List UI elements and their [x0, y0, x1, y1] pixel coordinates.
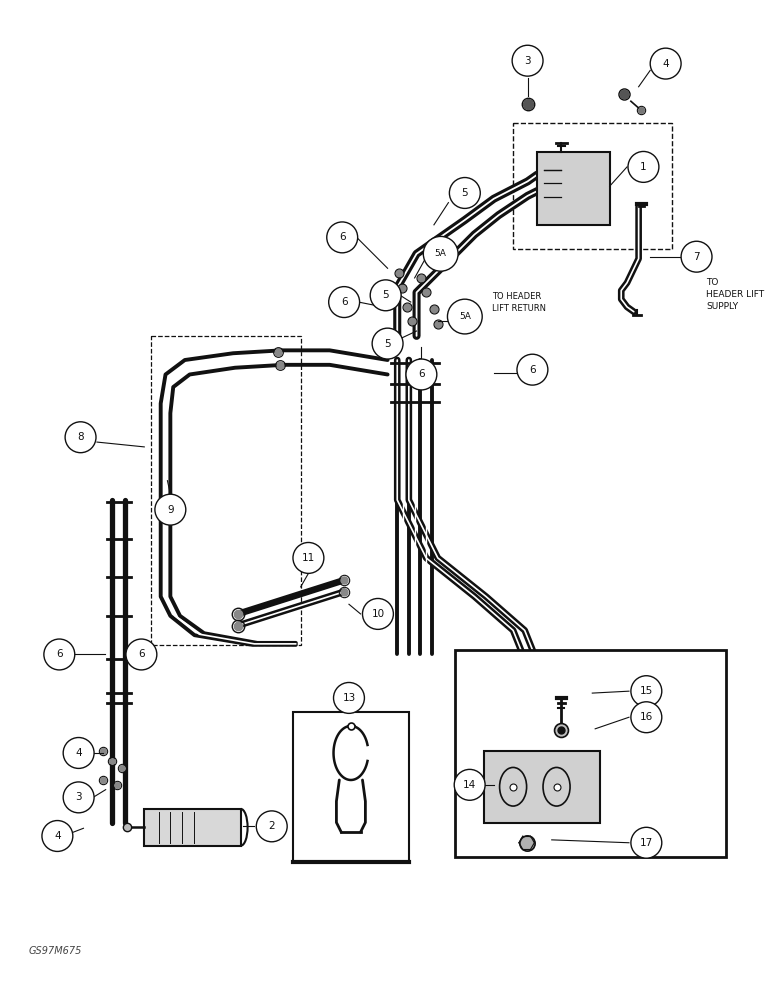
- Bar: [151, 336, 301, 645]
- Circle shape: [406, 359, 437, 390]
- Circle shape: [454, 769, 485, 800]
- Circle shape: [681, 241, 712, 272]
- Circle shape: [631, 702, 662, 733]
- Text: 4: 4: [662, 59, 669, 69]
- Circle shape: [631, 676, 662, 707]
- Text: TO HEADER
LIFT RETURN: TO HEADER LIFT RETURN: [492, 292, 546, 313]
- Text: 6: 6: [529, 365, 536, 375]
- Circle shape: [517, 354, 548, 385]
- Circle shape: [126, 639, 157, 670]
- Text: 4: 4: [54, 831, 61, 841]
- Bar: [293, 712, 409, 862]
- Bar: [455, 650, 726, 857]
- Text: 15: 15: [640, 686, 653, 696]
- Circle shape: [371, 280, 401, 311]
- Circle shape: [327, 222, 357, 253]
- Text: 6: 6: [340, 297, 347, 307]
- Text: 4: 4: [76, 748, 82, 758]
- Bar: [144, 809, 241, 846]
- Circle shape: [423, 236, 458, 271]
- Circle shape: [63, 738, 94, 768]
- Circle shape: [256, 811, 287, 842]
- Circle shape: [631, 827, 662, 858]
- Circle shape: [293, 542, 324, 573]
- Text: 2: 2: [269, 821, 275, 831]
- Text: GS97M675: GS97M675: [29, 946, 82, 956]
- Bar: [513, 123, 672, 249]
- Text: 3: 3: [76, 792, 82, 802]
- Bar: [537, 152, 610, 225]
- Text: 5: 5: [382, 290, 389, 300]
- Text: 10: 10: [371, 609, 384, 619]
- Circle shape: [63, 782, 94, 813]
- Bar: [484, 751, 600, 823]
- Circle shape: [372, 328, 403, 359]
- Circle shape: [449, 178, 480, 208]
- Text: 5A: 5A: [459, 312, 471, 321]
- Text: 3: 3: [524, 56, 531, 66]
- Circle shape: [42, 821, 73, 851]
- Text: TO
HEADER LIFT
SUPPLY: TO HEADER LIFT SUPPLY: [706, 278, 764, 311]
- Text: 13: 13: [342, 693, 356, 703]
- Text: 7: 7: [693, 252, 700, 262]
- Text: 16: 16: [640, 712, 653, 722]
- Circle shape: [650, 48, 681, 79]
- Circle shape: [628, 151, 659, 182]
- Circle shape: [363, 598, 394, 629]
- Text: 17: 17: [640, 838, 653, 848]
- Text: 6: 6: [138, 649, 144, 659]
- Text: 9: 9: [167, 505, 174, 515]
- Text: 6: 6: [56, 649, 63, 659]
- Text: 5: 5: [462, 188, 468, 198]
- Circle shape: [448, 299, 482, 334]
- Circle shape: [512, 45, 543, 76]
- Text: 8: 8: [77, 432, 84, 442]
- Text: 5A: 5A: [435, 249, 447, 258]
- Text: 11: 11: [302, 553, 315, 563]
- Circle shape: [155, 494, 186, 525]
- Circle shape: [65, 422, 96, 453]
- Text: 6: 6: [339, 232, 346, 242]
- Circle shape: [44, 639, 75, 670]
- Text: 5: 5: [384, 339, 391, 349]
- Circle shape: [334, 682, 364, 713]
- Text: 6: 6: [418, 369, 425, 379]
- Circle shape: [329, 287, 360, 318]
- Text: 1: 1: [640, 162, 647, 172]
- Text: 14: 14: [463, 780, 476, 790]
